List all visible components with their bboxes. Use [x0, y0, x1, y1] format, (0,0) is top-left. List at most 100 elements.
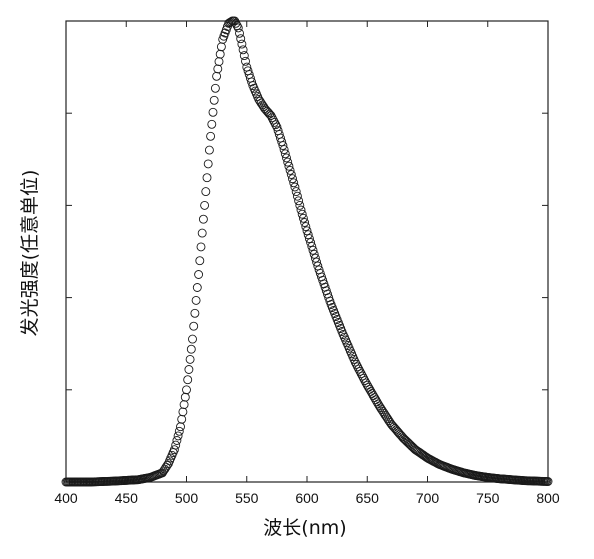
data-point: [190, 308, 200, 318]
data-point: [280, 149, 290, 159]
data-point: [354, 364, 364, 374]
data-point: [213, 64, 223, 74]
data-point: [284, 161, 294, 171]
x-axis: 400 450 500 550 600 650 700 750 800: [54, 21, 560, 506]
data-point: [186, 344, 196, 354]
data-point: [247, 77, 257, 87]
data-point: [306, 238, 316, 247]
data-point: [298, 213, 308, 223]
data-point: [353, 362, 363, 372]
data-point: [303, 230, 313, 240]
y-axis-title: 发光强度(任意单位): [19, 170, 41, 337]
data-point: [194, 270, 204, 279]
data-point: [172, 436, 182, 445]
data-point: [188, 334, 197, 344]
data-point: [197, 228, 207, 238]
data-point: [208, 107, 218, 117]
data-point: [351, 359, 361, 369]
x-axis-title: 波长(nm): [263, 517, 346, 539]
x-tick-label: 700: [416, 490, 440, 506]
data-point: [277, 137, 287, 147]
data-point: [237, 39, 247, 49]
data-point: [359, 373, 369, 383]
data-point: [203, 159, 213, 169]
x-tick-label: 750: [476, 490, 500, 506]
data-point: [236, 34, 246, 44]
y-axis: [66, 20, 548, 483]
data-point: [312, 257, 322, 267]
data-point: [230, 16, 240, 26]
data-point: [355, 366, 365, 376]
data-point: [271, 120, 281, 130]
data-point: [350, 357, 360, 367]
data-point: [183, 375, 193, 385]
data-point: [278, 141, 288, 150]
data-point: [180, 392, 190, 402]
x-tick-label: 650: [356, 490, 380, 506]
data-point: [178, 407, 188, 417]
data-point: [267, 113, 277, 123]
x-tick-label: 600: [295, 490, 319, 506]
data-point: [300, 218, 310, 227]
data-point: [266, 111, 276, 120]
data-point: [184, 365, 194, 374]
data-point: [231, 18, 241, 28]
data-point: [268, 115, 278, 125]
data-point: [210, 83, 220, 93]
data-point: [202, 173, 212, 183]
data-point: [192, 283, 202, 292]
data-point: [296, 205, 306, 215]
data-point: [207, 119, 217, 129]
data-point: [294, 196, 304, 206]
data-point: [283, 157, 293, 167]
x-tick-label: 450: [115, 490, 139, 506]
data-point: [169, 445, 179, 455]
data-point: [301, 222, 311, 232]
data-point: [176, 422, 185, 432]
data-point: [286, 170, 296, 179]
data-point: [291, 187, 301, 197]
data-point: [302, 226, 312, 236]
data-point: [185, 354, 195, 364]
data-point: [201, 187, 211, 197]
data-point: [200, 200, 210, 210]
data-point: [212, 71, 222, 81]
data-point: [308, 245, 318, 255]
data-point: [204, 145, 214, 155]
data-point: [295, 200, 305, 210]
data-point: [297, 209, 307, 219]
data-point: [215, 49, 225, 59]
data-point: [241, 56, 250, 66]
data-point: [182, 385, 191, 395]
data-point: [290, 182, 300, 192]
data-point: [239, 51, 249, 61]
data-point: [173, 431, 183, 441]
data-point: [357, 371, 367, 381]
data-point: [214, 57, 224, 67]
data-point: [292, 191, 302, 201]
data-point: [289, 178, 299, 188]
data-point: [238, 45, 248, 55]
data-point: [270, 117, 279, 127]
data-point: [191, 295, 201, 305]
data-series: [61, 16, 553, 487]
x-tick-label: 400: [54, 490, 78, 506]
data-point: [189, 321, 199, 331]
data-point: [162, 460, 172, 470]
x-tick-label: 550: [235, 490, 259, 506]
data-point: [543, 477, 553, 486]
data-point: [195, 256, 205, 266]
data-point: [233, 23, 243, 33]
data-point: [288, 174, 297, 184]
data-point: [174, 426, 184, 436]
data-point: [198, 214, 208, 224]
data-point: [307, 241, 317, 251]
data-point: [209, 95, 219, 105]
x-tick-label: 800: [536, 490, 560, 506]
data-point: [177, 414, 187, 424]
data-point: [304, 234, 314, 244]
data-point: [309, 249, 319, 259]
data-point: [279, 145, 289, 155]
data-point: [171, 440, 181, 450]
